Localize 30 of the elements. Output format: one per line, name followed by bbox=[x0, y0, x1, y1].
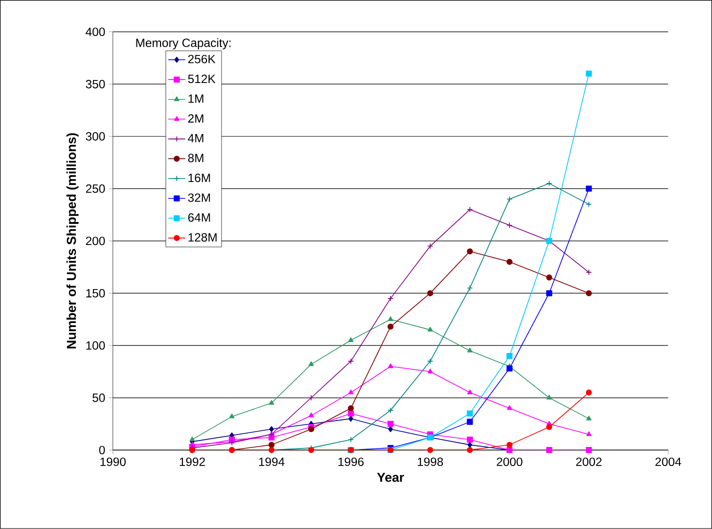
legend-label: 2M bbox=[188, 114, 204, 123]
x-tick-label: 1994 bbox=[259, 458, 284, 466]
y-axis-title: Number of Units Shipped (millions) bbox=[66, 133, 79, 348]
y-tick-label: 0 bbox=[99, 446, 105, 454]
legend-label: 1M bbox=[188, 94, 204, 103]
y-tick-label: 350 bbox=[86, 80, 105, 88]
legend-label: 64M bbox=[188, 213, 210, 222]
legend-label: 512K bbox=[188, 74, 216, 84]
x-tick-label: 1992 bbox=[180, 458, 205, 466]
y-tick-label: 250 bbox=[86, 184, 105, 193]
y-tick-label: 100 bbox=[86, 341, 105, 350]
legend-label: 16M bbox=[188, 174, 210, 182]
x-tick-label: 1996 bbox=[338, 458, 364, 466]
x-tick-label: 2004 bbox=[655, 458, 682, 466]
legend-label: 4M bbox=[188, 134, 204, 142]
y-tick-label: 400 bbox=[86, 28, 105, 36]
legend-label: 256K bbox=[188, 54, 216, 64]
legend-label: 8M bbox=[188, 154, 204, 162]
y-tick-label: 150 bbox=[86, 289, 105, 298]
y-tick-label: 50 bbox=[92, 394, 105, 402]
legend-label: 128M bbox=[188, 233, 217, 242]
y-tick-label: 200 bbox=[86, 236, 105, 246]
x-tick-label: 1998 bbox=[418, 458, 443, 466]
legend-label: 32M bbox=[188, 193, 210, 202]
x-tick-label: 2000 bbox=[496, 458, 522, 466]
legend-title: Memory Capacity: bbox=[136, 38, 231, 50]
x-axis-title: Year bbox=[377, 472, 404, 482]
x-tick-label: 2002 bbox=[576, 458, 602, 466]
x-tick-label: 1990 bbox=[100, 458, 126, 466]
y-tick-label: 300 bbox=[86, 132, 105, 141]
